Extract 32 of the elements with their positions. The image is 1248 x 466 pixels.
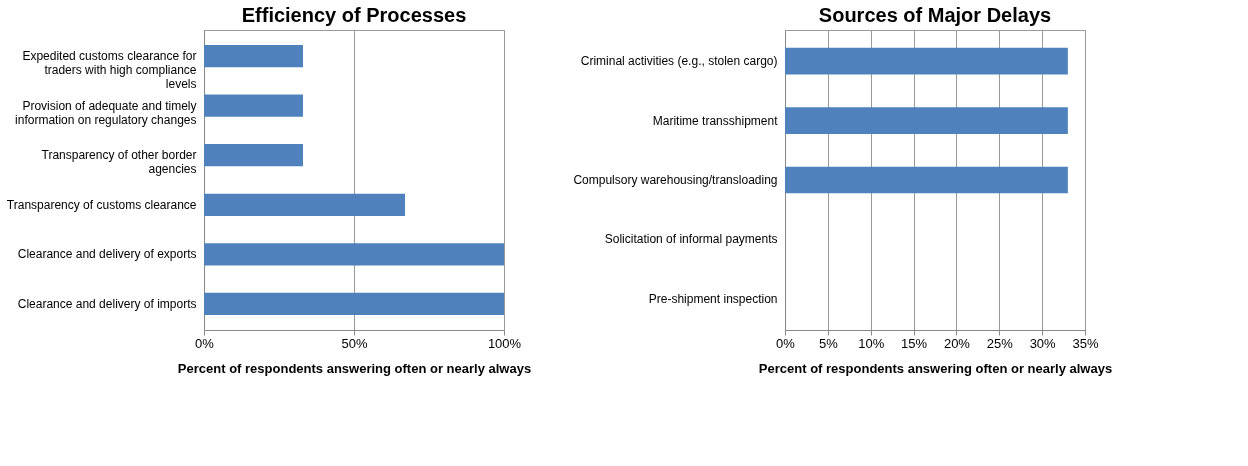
x-tick-label: 100% <box>487 335 522 351</box>
y-tick-label: Transparency of other border agencies <box>41 148 197 177</box>
y-tick-label: Criminal activities (e.g., stolen cargo) <box>580 54 778 69</box>
x-tick-label: 10% <box>858 335 885 351</box>
x-tick-label: 35% <box>1072 335 1099 351</box>
y-tick-label: Solicitation of informal payments <box>604 232 778 247</box>
x-tick-label: 50% <box>341 335 368 351</box>
x-tick-label: 25% <box>986 335 1014 351</box>
bar <box>204 193 405 216</box>
y-tick-label: Compulsory warehousing/transloading <box>573 173 778 187</box>
chart-title: Efficiency of Processes <box>241 4 467 26</box>
y-tick-label: Clearance and delivery of exports <box>17 247 197 262</box>
y-tick-label: Expedited customs clearance for traders with high compliance levels <box>22 49 197 92</box>
bar <box>204 44 303 68</box>
x-tick-label: 0% <box>195 335 215 351</box>
x-tick-label: 15% <box>901 335 928 351</box>
x-tick-label: 20% <box>943 335 971 351</box>
x-tick-label: 0% <box>776 335 796 351</box>
bar <box>204 94 303 117</box>
bar <box>204 243 504 266</box>
chart-title: Sources of Major Delays <box>818 4 1052 26</box>
y-tick-label: Transparency of customs clearance <box>6 197 197 212</box>
bar <box>204 292 504 316</box>
y-tick-label: Clearance and delivery of imports <box>17 296 197 311</box>
x-axis-title: Percent of respondents answering often or nearly always <box>177 360 532 376</box>
y-tick-label: Pre-shipment inspection <box>648 291 778 306</box>
y-tick-label: Provision of adequate and timely information on regulatory changes <box>15 98 197 127</box>
x-tick-label: 30% <box>1029 335 1057 351</box>
x-tick-label: 5% <box>818 335 839 351</box>
x-axis-title: Percent of respondents answering often or nearly always <box>758 360 1113 376</box>
y-tick-label: Maritime transshipment <box>652 113 779 128</box>
bar <box>204 144 303 167</box>
